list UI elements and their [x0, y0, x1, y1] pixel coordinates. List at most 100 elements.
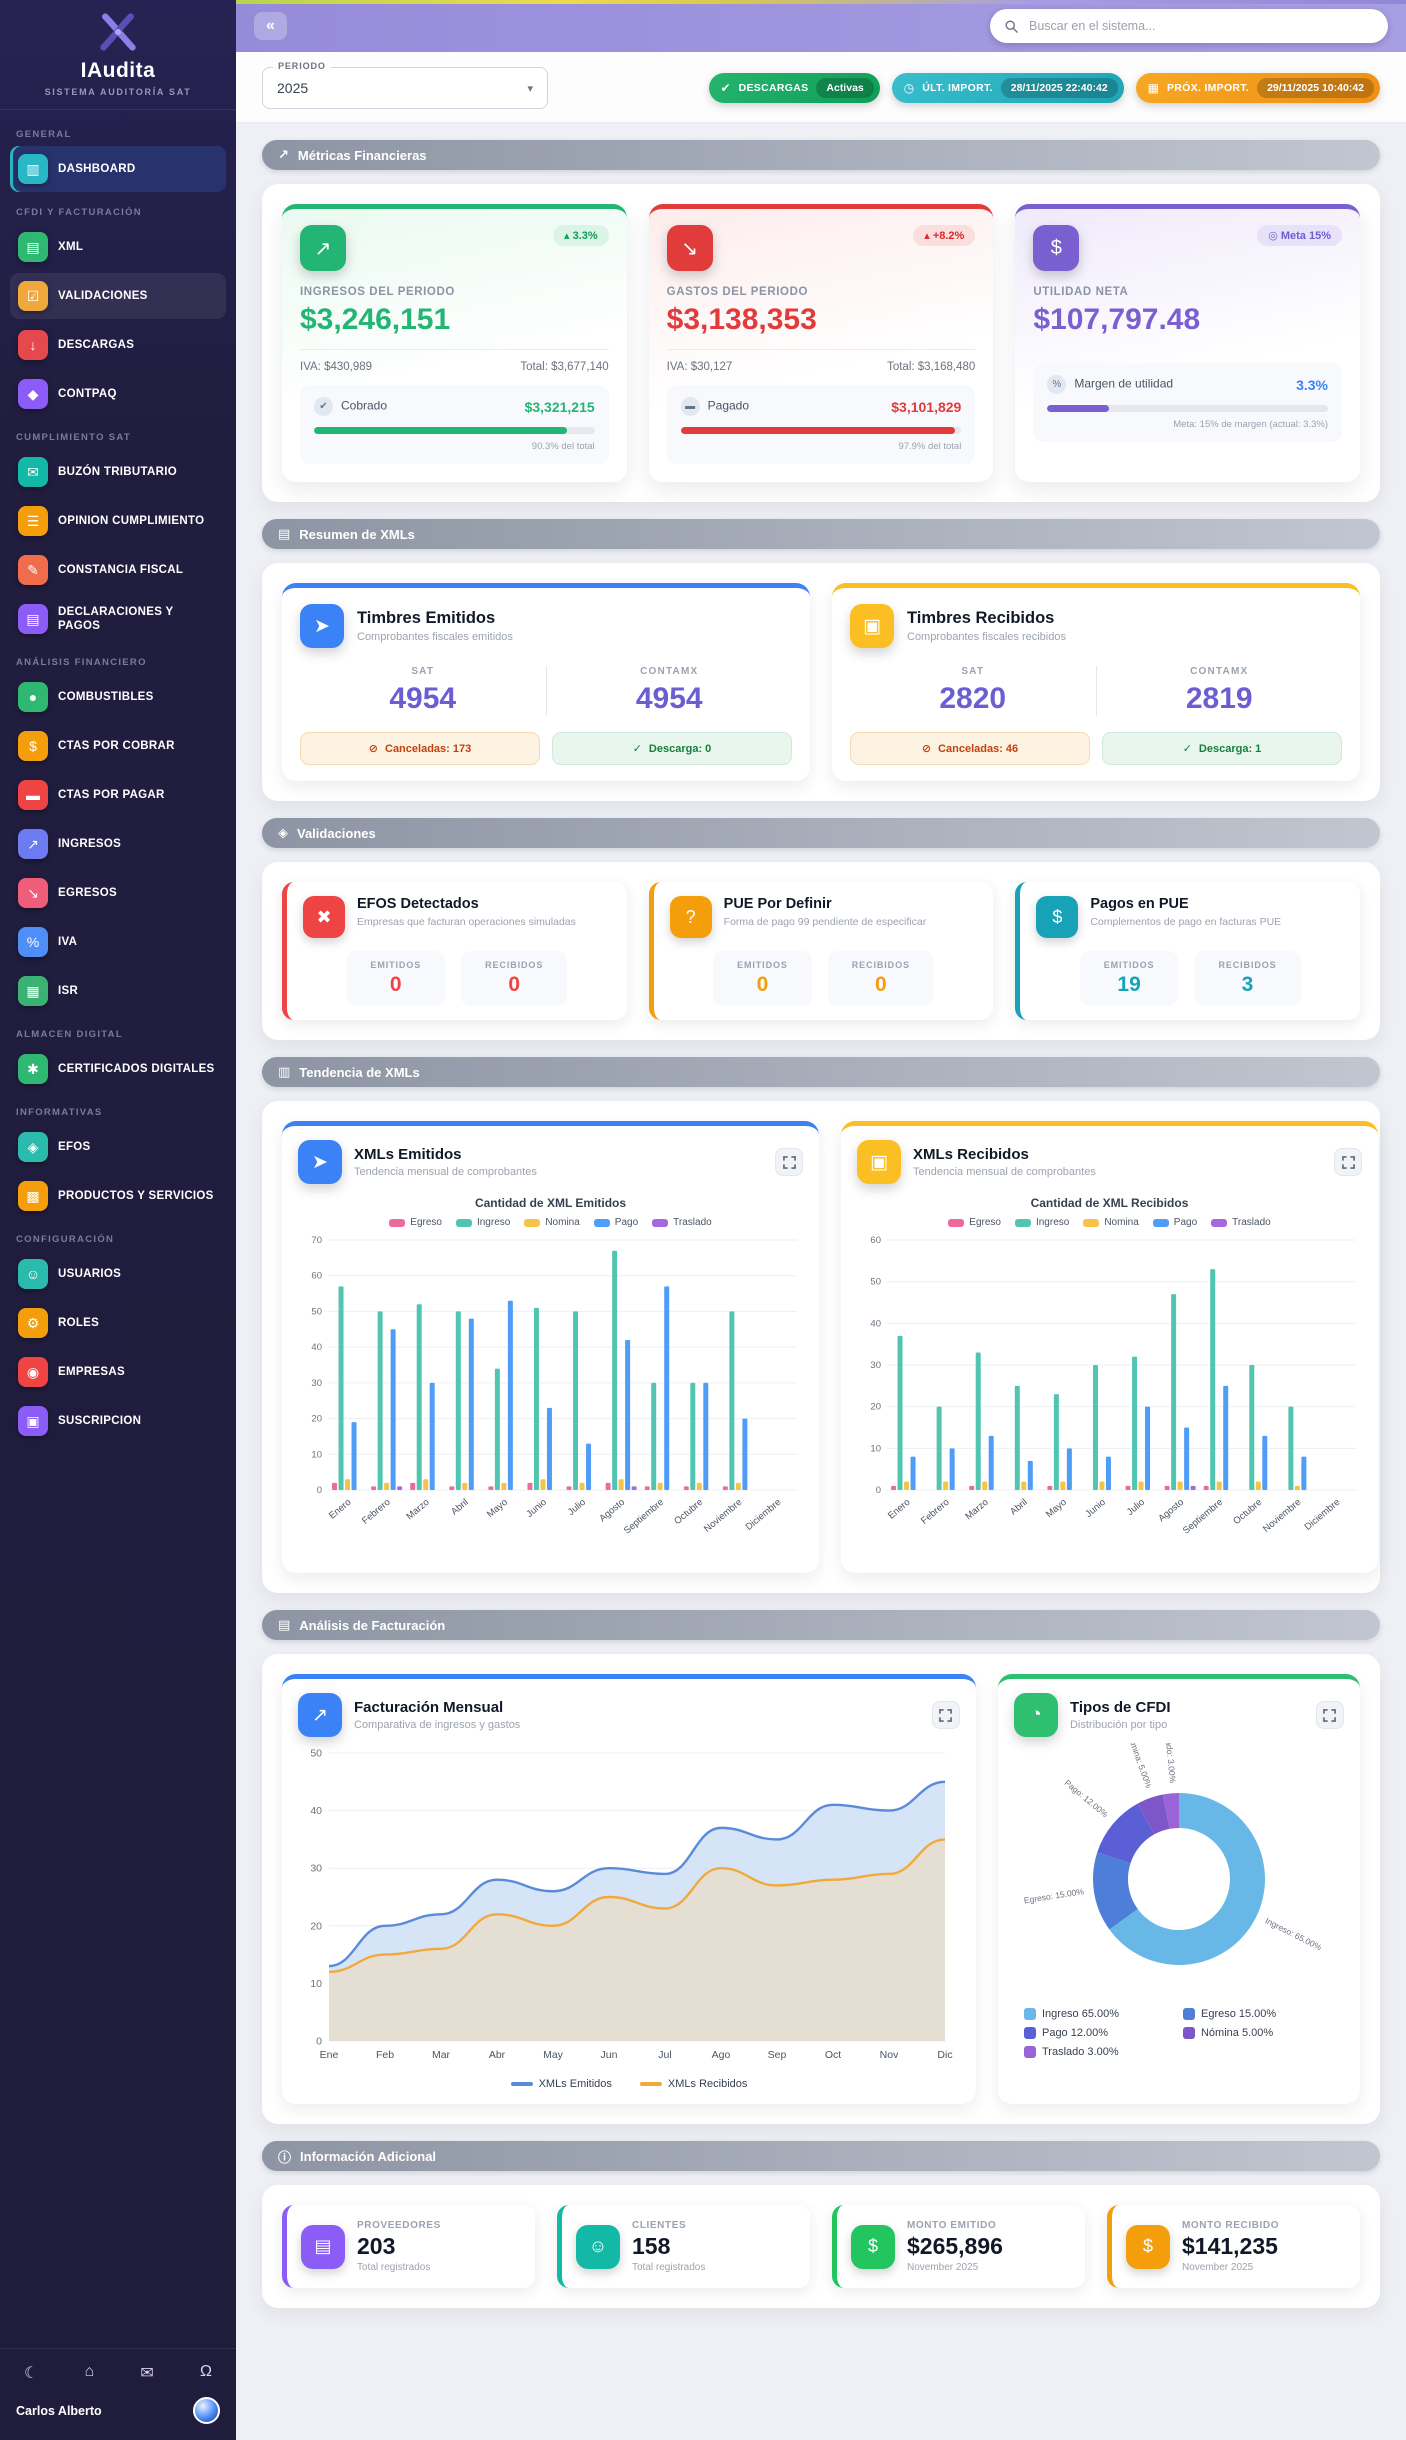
chart-card-tipos-cfdi: ◔ Tipos de CFDI Distribución por tipo	[997, 1674, 1360, 2104]
sidebar-item-declaraciones-y-pagos[interactable]: ▤ DECLARACIONES Y PAGOS	[10, 596, 226, 642]
sub-label: ✔ Cobrado	[314, 397, 387, 416]
isr-icon: ▦	[18, 976, 48, 1006]
card-title: XMLs Recibidos	[913, 1146, 1029, 1163]
metric-iva: IVA: $430,989	[300, 361, 373, 373]
section-title: Análisis de Facturación	[299, 1617, 446, 1633]
sidebar-item-productos-y-servicios[interactable]: ▩ PRODUCTOS Y SERVICIOS	[10, 1173, 226, 1219]
sidebar-collapse-button[interactable]: «	[254, 12, 287, 40]
sidebar-item-label: VALIDACIONES	[58, 289, 148, 302]
metric-value: $107,797.48	[1033, 303, 1201, 336]
sidebar-item-certificados-digitales[interactable]: ✱ CERTIFICADOS DIGITALES	[10, 1046, 226, 1092]
svg-text:50: 50	[311, 1306, 322, 1317]
sidebar-item-contpaq[interactable]: ◆ CONTPAQ	[10, 371, 226, 417]
dashboard-icon: ▥	[18, 154, 48, 184]
sidebar-item-xml[interactable]: ▤ XML	[10, 224, 226, 270]
svg-text:Noviembre: Noviembre	[1261, 1497, 1303, 1535]
question-icon: ?	[669, 896, 712, 938]
sidebar-item-ingresos[interactable]: ↗ INGRESOS	[10, 821, 226, 867]
metric-value: $3,246,151	[300, 303, 451, 336]
info-card-monto-emitido: $ MONTO EMITIDO $265,896 November 2025	[832, 2205, 1085, 2288]
info-label: PROVEEDORES	[357, 2220, 441, 2231]
search-box[interactable]	[990, 9, 1388, 43]
svg-text:Pago: 12.00%: Pago: 12.00%	[1063, 1778, 1111, 1820]
sidebar-item-roles[interactable]: ⚙ ROLES	[10, 1300, 226, 1346]
search-input[interactable]	[1027, 18, 1374, 34]
sidebar-item-opinion-cumplimiento[interactable]: ☰ OPINION CUMPLIMIENTO	[10, 498, 226, 544]
sidebar-item-descargas[interactable]: ↓ DESCARGAS	[10, 322, 226, 368]
topbar-accent-strip	[236, 0, 1406, 4]
info-sub: Total registrados	[632, 2262, 706, 2273]
contamx-label: CONTAMX	[640, 666, 699, 677]
chart-legend: Egreso Ingreso Nomina Pago Traslado	[857, 1217, 1362, 1228]
sidebar-item-constancia-fiscal[interactable]: ✎ CONSTANCIA FISCAL	[10, 547, 226, 593]
sidebar-item-combustibles[interactable]: ● COMBUSTIBLES	[10, 674, 226, 720]
svg-text:20: 20	[311, 1414, 322, 1425]
sidebar-item-usuarios[interactable]: ☺ USUARIOS	[10, 1251, 226, 1297]
sub-label: ▬ Pagado	[680, 397, 749, 416]
expand-button[interactable]	[931, 1701, 960, 1729]
sidebar-nav: GENERAL ▥ DASHBOARD CFDI Y FACTURACIÓN ▤ XML ☑…	[0, 110, 236, 2348]
chart-legend: Egreso Ingreso Nomina Pago Traslado	[298, 1217, 803, 1228]
donut-chart-tipos: Ingreso: 65.00% Egreso: 15.00% Pago: 12.00…	[1014, 1721, 1344, 2000]
user-avatar[interactable]	[193, 2397, 220, 2424]
legend-swatch	[455, 1218, 472, 1227]
sidebar-item-label: USUARIOS	[58, 1267, 122, 1280]
sidebar-item-ctas-por-pagar[interactable]: ▬ CTAS POR PAGAR	[10, 772, 226, 818]
validations-icon: ☑	[18, 281, 48, 311]
inbox-icon: ▣	[857, 1140, 901, 1184]
card-title: Timbres Emitidos	[357, 609, 496, 627]
proxima-importacion-badge[interactable]: ▦ PRÓX. IMPORT. 29/11/2025 10:40:42	[1135, 73, 1380, 103]
sidebar-item-validaciones[interactable]: ☑ VALIDACIONES	[10, 273, 226, 319]
chat-icon[interactable]: ✉	[140, 2365, 154, 2382]
svg-text:Agosto: Agosto	[597, 1497, 627, 1524]
validaciones-panel: ✖ EFOS Detectados Empresas que facturan …	[262, 862, 1380, 1040]
svg-text:Marzo: Marzo	[404, 1497, 431, 1522]
descarga-pill: ✓ Descarga: 0	[552, 732, 792, 765]
period-select[interactable]: PERIODO 2025 ▾	[262, 61, 548, 109]
sidebar-item-label: DASHBOARD	[58, 162, 136, 175]
metric-total: Total: $3,677,140	[520, 361, 609, 373]
logo-area: IAudita SISTEMA AUDITORÍA SAT	[0, 0, 236, 110]
section-header-metricas: ↗ Métricas Financieras	[262, 140, 1380, 170]
section-title: Métricas Financieras	[297, 147, 427, 163]
sidebar-item-empresas[interactable]: ◉ EMPRESAS	[10, 1349, 226, 1395]
period-label: PERIODO	[273, 61, 331, 71]
paper-plane-icon: ➤	[298, 1140, 342, 1184]
expand-button[interactable]	[1334, 1148, 1362, 1176]
sidebar-footer-icons: ☾ ⌂ ✉ Ω	[16, 2361, 220, 2397]
sidebar-item-dashboard[interactable]: ▥ DASHBOARD	[10, 146, 226, 192]
check-circle-icon: ✔	[720, 81, 731, 95]
home-icon[interactable]: ⌂	[84, 2363, 95, 2380]
metric-title: GASTOS DEL PERIODO	[666, 286, 809, 298]
sidebar-section-label: ANÁLISIS FINANCIERO	[16, 657, 147, 668]
users-icon: ☺	[18, 1259, 48, 1289]
sidebar-item-efos[interactable]: ◈ EFOS	[10, 1124, 226, 1170]
descargas-badge[interactable]: ✔ DESCARGAS Activas	[708, 73, 880, 103]
metric-change-badge: ▴ 3.3%	[553, 225, 609, 246]
card-subtitle: Complementos de pago en facturas PUE	[1090, 916, 1282, 928]
expand-button[interactable]	[1315, 1701, 1344, 1729]
sidebar-item-iva[interactable]: % IVA	[10, 919, 226, 965]
main-area: « PERIODO 2025 ▾ ✔	[236, 0, 1406, 2440]
page-content: PERIODO 2025 ▾ ✔ DESCARGAS Activas ◷ ÚLT…	[236, 52, 1406, 2440]
user-row[interactable]: Carlos Alberto	[16, 2397, 220, 2424]
info-card-clientes: ☺ CLIENTES 158 Total registrados	[557, 2205, 810, 2288]
info-card-monto-recibido: $ MONTO RECIBIDO $141,235 November 2025	[1107, 2205, 1360, 2288]
chart-line-icon: ↗	[278, 147, 289, 162]
svg-text:Traslado: 3.00%: Traslado: 3.00%	[1162, 1743, 1178, 1784]
download-icon: ↓	[18, 330, 48, 360]
sidebar-item-suscripcion[interactable]: ▣ SUSCRIPCION	[10, 1398, 226, 1444]
sidebar-item-buz-n-tributario[interactable]: ✉ BUZÓN TRIBUTARIO	[10, 449, 226, 495]
sidebar-item-isr[interactable]: ▦ ISR	[10, 968, 226, 1014]
ultima-importacion-badge[interactable]: ◷ ÚLT. IMPORT. 28/11/2025 22:40:42	[891, 73, 1124, 103]
sidebar-section-label: ALMACEN DIGITAL	[16, 1029, 123, 1040]
sidebar-item-ctas-por-cobrar[interactable]: $ CTAS POR COBRAR	[10, 723, 226, 769]
calendar-icon: ▦	[1147, 81, 1159, 95]
expand-button[interactable]	[775, 1148, 803, 1176]
moon-icon[interactable]: ☾	[24, 2365, 39, 2382]
sidebar-item-egresos[interactable]: ↘ EGRESOS	[10, 870, 226, 916]
bell-icon[interactable]: Ω	[200, 2363, 212, 2380]
svg-text:20: 20	[870, 1402, 881, 1413]
legend-swatch	[1023, 2008, 1036, 2020]
contamx-label: CONTAMX	[1190, 666, 1249, 677]
